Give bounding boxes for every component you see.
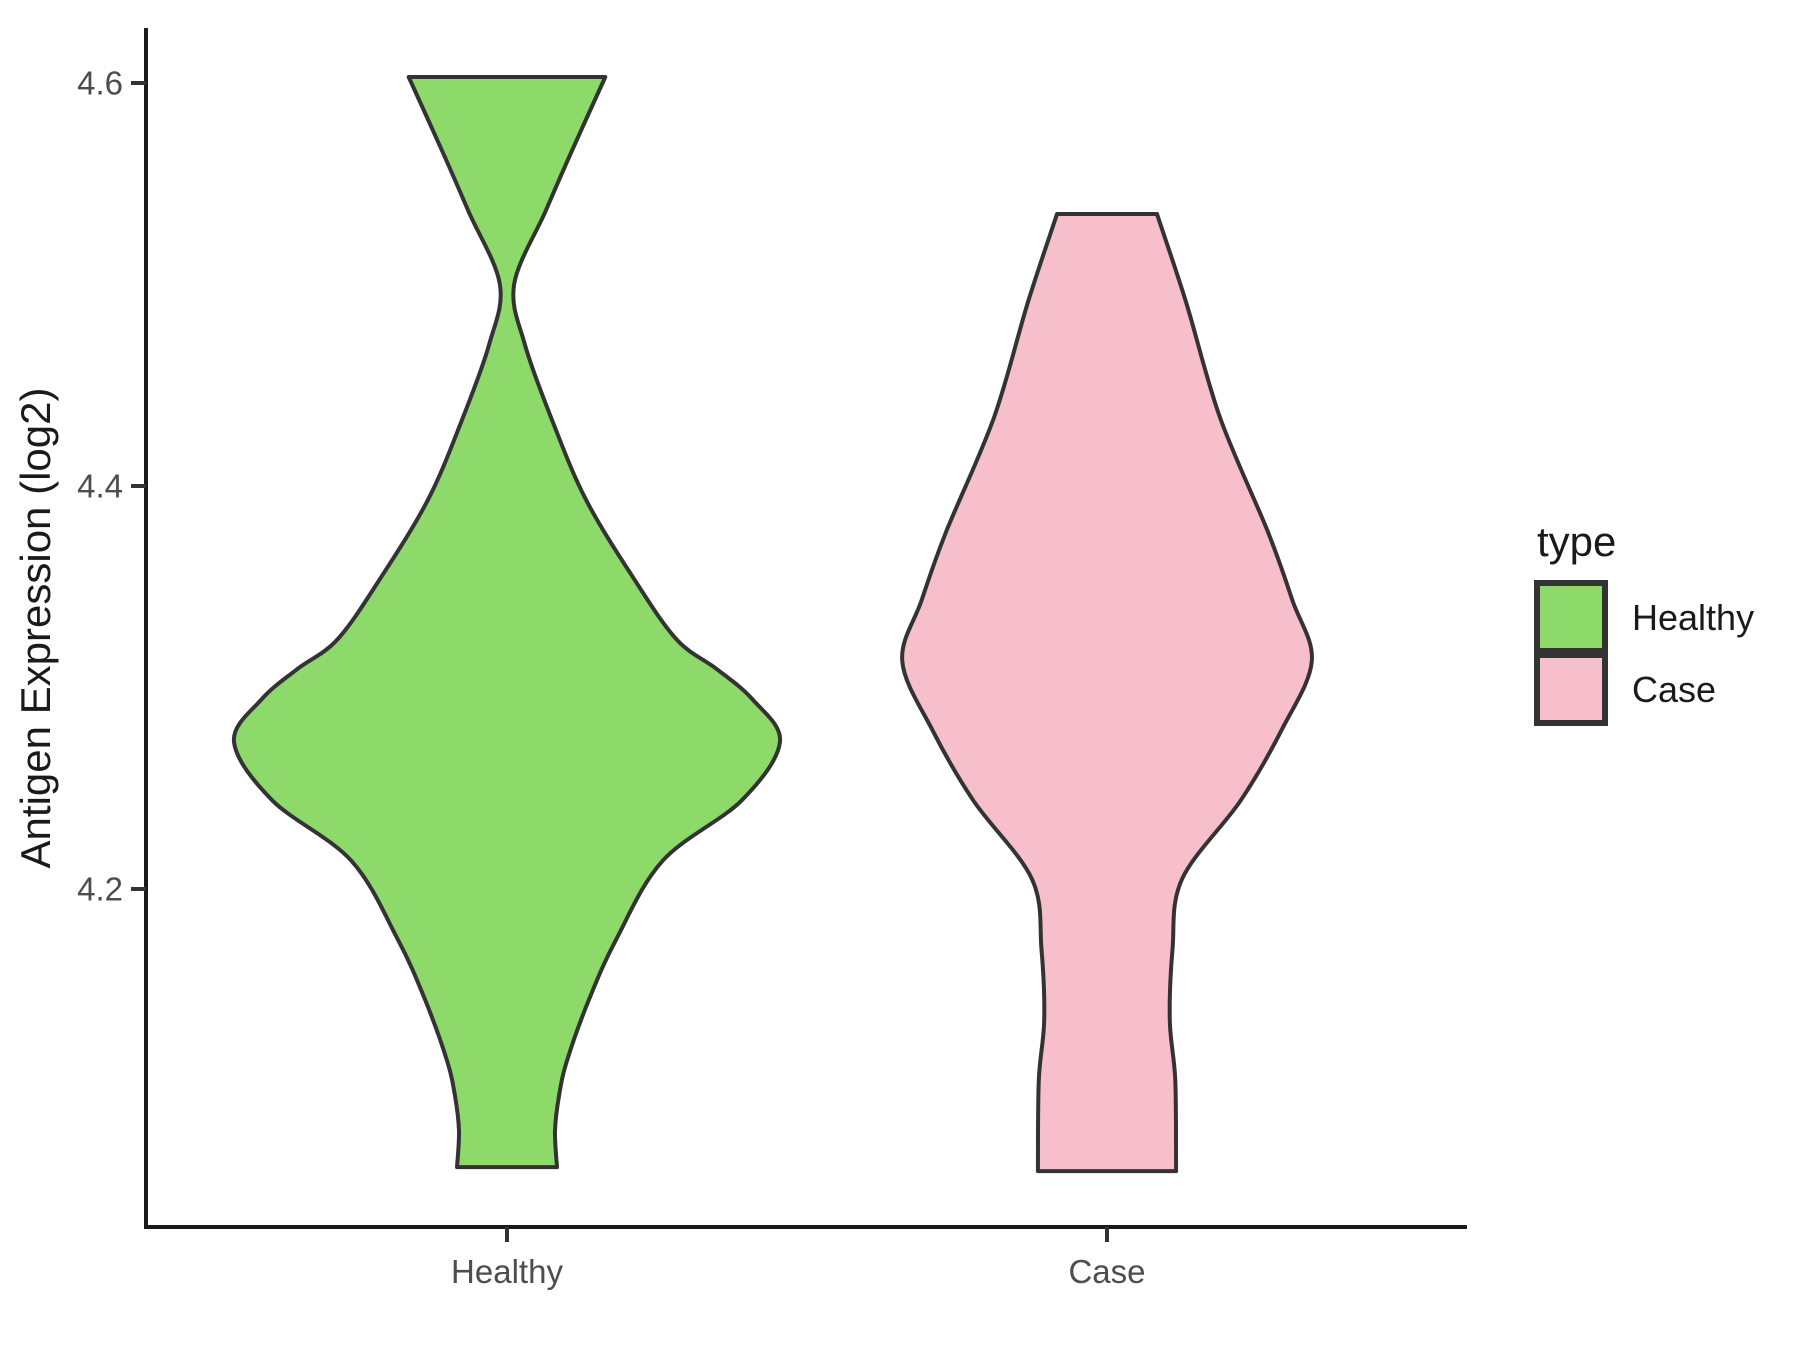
x-category-label-1: Case: [1068, 1253, 1145, 1290]
labels-layer: 4.6 4.4 4.2 Healthy Case Antigen Expression (…: [12, 65, 1146, 1291]
violin-healthy: [231, 75, 783, 1170]
y-tick-label-1: 4.4: [77, 468, 123, 505]
y-tick-label-0: 4.6: [77, 65, 123, 102]
legend-label-healthy: Healthy: [1632, 597, 1754, 638]
legend-label-case: Case: [1632, 669, 1716, 710]
legend-swatch-healthy: [1534, 580, 1608, 654]
axes-layer: [131, 28, 1467, 1242]
legend-title: type: [1537, 518, 1616, 565]
x-category-label-0: Healthy: [451, 1253, 563, 1290]
y-tick-label-2: 4.2: [77, 871, 123, 908]
violins-layer: [231, 75, 1314, 1174]
legend-layer: type Healthy Case: [1534, 518, 1754, 726]
violin-case: [900, 212, 1314, 1174]
legend-swatch-case: [1534, 652, 1608, 726]
y-axis-title: Antigen Expression (log2): [12, 388, 59, 869]
